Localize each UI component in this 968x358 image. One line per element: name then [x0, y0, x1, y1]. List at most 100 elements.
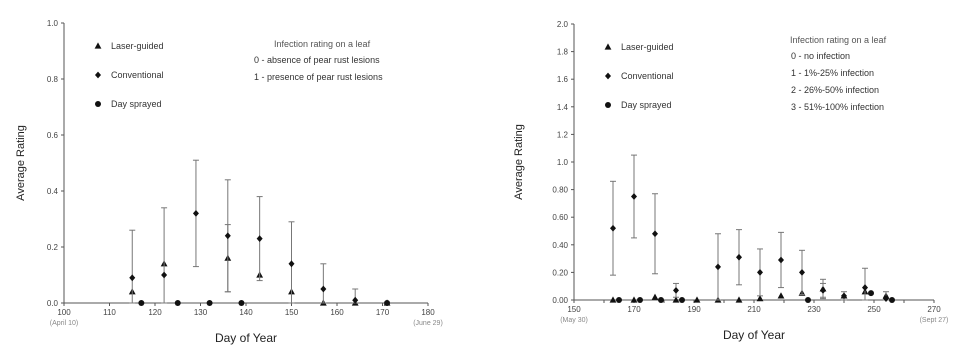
rating-note-title: Infection rating on a leaf: [274, 39, 371, 49]
data-point-circle: [616, 297, 622, 303]
data-point-circle: [805, 297, 811, 303]
x-axis-label: Day of Year: [215, 331, 277, 345]
data-point-diamond: [320, 285, 327, 293]
legend-marker-triangle: [604, 43, 612, 50]
x-axis-label: Day of Year: [723, 328, 785, 342]
data-point-triangle: [609, 296, 617, 303]
data-point-diamond: [224, 232, 231, 240]
data-point-diamond: [610, 224, 616, 232]
data-point-diamond: [736, 253, 742, 261]
x-tick-label: 210: [747, 305, 761, 314]
series-conventional: [129, 159, 359, 304]
rating-note-line: 1 - 1%-25% infection: [791, 68, 874, 78]
data-point-diamond: [192, 210, 199, 217]
data-point-circle: [658, 297, 664, 303]
series-laser-guided: [609, 278, 890, 303]
y-tick-label: 1.6: [557, 75, 569, 84]
rating-note-line: 0 - no infection: [791, 51, 850, 61]
legend-marker-triangle: [94, 42, 102, 49]
data-point-diamond: [820, 286, 826, 294]
x-tick-label: 160: [330, 308, 344, 317]
data-point-triangle: [777, 292, 785, 299]
y-tick-label: 2.0: [557, 20, 569, 29]
legend-marker-diamond: [95, 71, 101, 79]
legend-marker-circle: [95, 101, 101, 107]
series-conventional: [610, 154, 889, 303]
legend-label: Day sprayed: [621, 100, 672, 110]
data-point-diamond: [841, 292, 847, 300]
rating-note-line: 2 - 26%-50% infection: [791, 85, 879, 95]
y-tick-label: 0.00: [552, 296, 568, 305]
y-tick-label: 0.20: [552, 268, 568, 277]
legend-marker-circle: [605, 102, 611, 108]
legend-label: Day sprayed: [111, 99, 162, 109]
data-point-circle: [238, 300, 245, 306]
x-tick-label: 270: [927, 305, 941, 314]
data-point-circle: [679, 297, 685, 303]
data-point-circle: [138, 300, 145, 306]
data-point-triangle: [630, 296, 638, 303]
x-date-label: (April 10): [50, 320, 78, 327]
data-point-diamond: [862, 284, 868, 291]
data-point-diamond: [715, 263, 721, 271]
data-point-triangle: [735, 296, 743, 303]
right-chart: 0.00 0.20 0.40 0.60 0.80 1.0 1.2 1.4 1.6 1.8 2.0 15…: [513, 20, 949, 342]
y-tick-label: 1.2: [557, 130, 569, 139]
right-chart-panel: 0.00 0.20 0.40 0.60 0.80 1.0 1.2 1.4 1.6 1.8 2.0 15…: [490, 0, 968, 358]
y-tick-label: 0.60: [552, 213, 568, 222]
data-point-diamond: [631, 193, 637, 200]
data-point-circle: [637, 297, 643, 303]
series-day-sprayed: [138, 300, 391, 306]
x-tick-label: 250: [867, 305, 881, 314]
x-tick-label: 150: [567, 305, 581, 314]
x-date-label: (Sept 27): [920, 317, 949, 324]
y-tick-label: 1.0: [47, 19, 59, 28]
rating-note-line: 0 - absence of pear rust lesions: [254, 55, 380, 65]
x-tick-label: 140: [239, 308, 253, 317]
y-tick-label: 0.8: [47, 75, 59, 84]
data-point-diamond: [352, 296, 359, 304]
rating-note-line: 1 - presence of pear rust lesions: [254, 72, 383, 82]
data-point-diamond: [757, 269, 763, 276]
data-point-circle: [384, 300, 391, 306]
y-tick-label: 1.4: [557, 103, 569, 112]
legend-label: Conventional: [111, 70, 164, 80]
x-tick-label: 170: [376, 308, 390, 317]
x-date-label: (May 30): [560, 317, 588, 324]
data-point-circle: [206, 300, 213, 306]
y-tick-label: 0.2: [47, 243, 59, 252]
y-tick-label: 0.4: [47, 187, 59, 196]
y-axis-label: Average Rating: [513, 124, 525, 200]
data-point-diamond: [161, 271, 168, 279]
legend-label: Laser-guided: [621, 42, 674, 52]
data-point-triangle: [756, 295, 764, 302]
x-tick-label: 230: [807, 305, 821, 314]
data-point-circle: [889, 297, 895, 303]
y-tick-label: 1.0: [557, 158, 569, 167]
data-point-diamond: [673, 286, 679, 294]
left-chart-panel: 0.0 0.2 0.4 0.6 0.8 1.0 100 110 120 130 140 150 160 1…: [0, 0, 470, 358]
rating-note-line: 3 - 51%-100% infection: [791, 102, 884, 112]
series-day-sprayed: [616, 290, 895, 303]
data-point-circle: [868, 290, 874, 297]
data-point-diamond: [256, 235, 263, 242]
data-point-diamond: [799, 269, 805, 276]
data-point-diamond: [288, 260, 295, 268]
legend-label: Laser-guided: [111, 41, 164, 51]
x-date-label: (June 29): [413, 320, 443, 327]
y-tick-label: 0.40: [552, 241, 568, 250]
data-point-triangle: [672, 296, 680, 303]
data-point-diamond: [129, 274, 136, 282]
x-tick-label: 100: [57, 308, 71, 317]
x-tick-label: 170: [627, 305, 641, 314]
data-point-triangle: [651, 293, 659, 300]
x-tick-label: 110: [103, 308, 116, 317]
legend-marker-diamond: [605, 72, 611, 80]
x-tick-label: 180: [421, 308, 435, 317]
data-point-triangle: [693, 296, 701, 303]
left-chart: 0.0 0.2 0.4 0.6 0.8 1.0 100 110 120 130 140 150 160 1…: [15, 19, 443, 345]
y-tick-label: 0.6: [47, 131, 59, 140]
data-point-diamond: [652, 230, 658, 238]
y-tick-label: 1.8: [557, 48, 569, 57]
data-point-circle: [174, 300, 181, 306]
